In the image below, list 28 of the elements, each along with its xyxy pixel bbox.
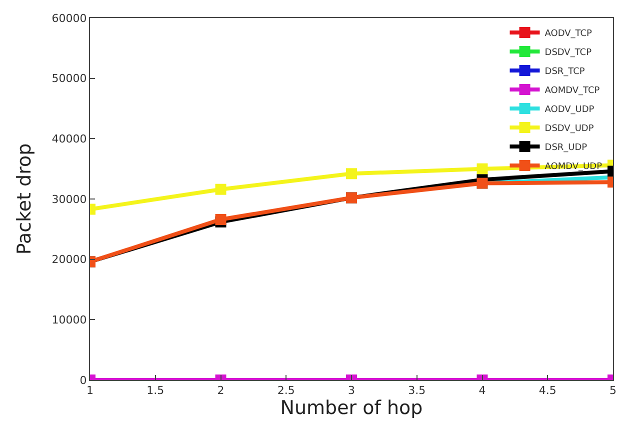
legend-label: AOMDV_TCP xyxy=(544,86,600,96)
x-tick-label: 2 xyxy=(217,384,224,398)
x-tick-label: 2.5 xyxy=(277,384,295,398)
legend-label: DSDV_UDP xyxy=(544,124,594,134)
point xyxy=(476,163,488,174)
x-tick-label: 3 xyxy=(348,384,355,398)
point xyxy=(346,168,357,180)
x-tick-label: 4 xyxy=(478,384,486,398)
legend-label: DSR_TCP xyxy=(544,67,586,78)
y-tick-label: 30000 xyxy=(52,192,87,206)
y-tick-label: 50000 xyxy=(52,72,87,86)
y-axis-title: Packet drop xyxy=(14,143,36,255)
point xyxy=(215,184,226,195)
x-axis-title: Number of hop xyxy=(280,397,423,420)
legend-label: DSR_UDP xyxy=(544,143,588,154)
y-tick-label: 20000 xyxy=(52,253,87,266)
x-tick-label: 3.5 xyxy=(408,384,426,398)
x-tick-label: 4.5 xyxy=(538,384,556,398)
y-tick-label: 40000 xyxy=(52,132,87,146)
legend-label: AODV_UDP xyxy=(544,105,595,116)
y-tick-label: 10000 xyxy=(52,314,87,327)
x-tick-label: 5 xyxy=(610,384,616,398)
y-tick-label: 60000 xyxy=(52,12,87,25)
x-tick-label: 1.5 xyxy=(146,384,164,398)
legend-label: AODV_TCP xyxy=(544,29,593,40)
legend-label: DSDV_TCP xyxy=(544,48,592,58)
y-tick-label: 0 xyxy=(80,374,87,387)
x-tick-label: 1 xyxy=(86,384,94,398)
